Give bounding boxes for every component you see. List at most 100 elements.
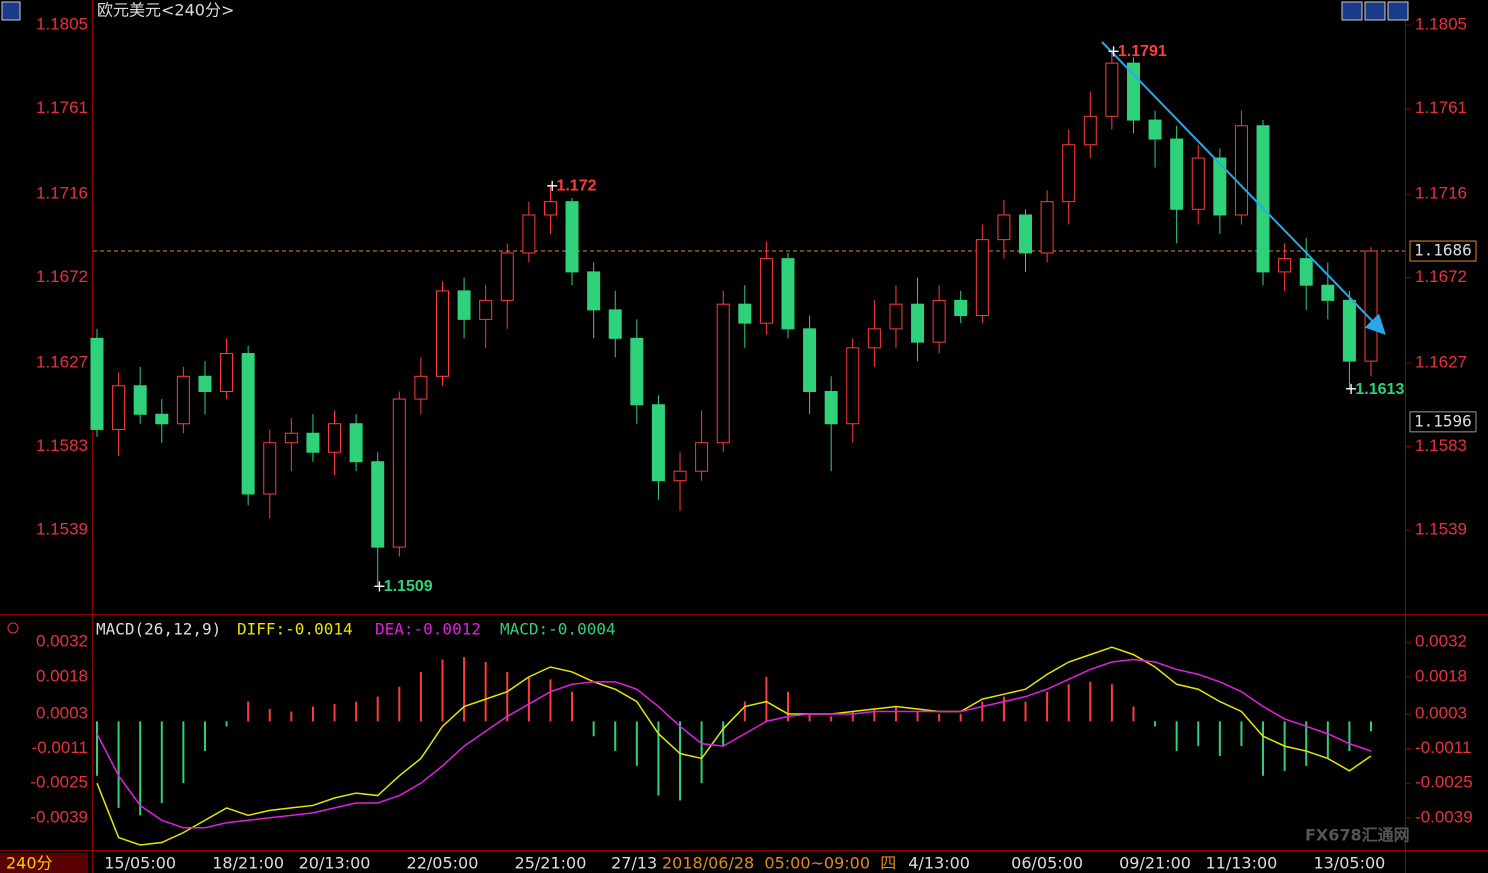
candle-body (220, 353, 234, 392)
x-tick-label: 13/05:00 (1313, 854, 1385, 873)
icon[interactable] (7, 622, 19, 634)
candle-body (630, 337, 644, 406)
candle-body (1191, 157, 1205, 210)
y-tick-label: -0.0039 (1415, 807, 1473, 826)
y-tick-label: 1.1539 (1415, 520, 1467, 539)
candle-body (954, 299, 968, 317)
candle-body (1083, 115, 1097, 146)
macd-label: MACD:-0.0004 (500, 620, 616, 639)
crosshair-box (658, 853, 904, 873)
candle-body (414, 375, 428, 400)
price-tag: 1.1686 (1414, 241, 1472, 260)
candle-body (371, 461, 385, 548)
candle-body (1170, 138, 1184, 210)
candle-body (1234, 125, 1248, 216)
candle-body (803, 328, 817, 392)
period-box[interactable] (0, 853, 88, 873)
price-tag: 1.1596 (1414, 411, 1472, 430)
candle-body (1364, 250, 1378, 362)
candle-body (587, 271, 601, 311)
candle-body (997, 214, 1011, 241)
extreme-label: 1.172 (556, 178, 596, 195)
candle-body (284, 432, 298, 444)
diff-label: DIFF:-0.0014 (237, 620, 353, 639)
candle-body (975, 239, 989, 317)
candle-body (1213, 157, 1227, 216)
y-tick-label: 0.0018 (36, 666, 88, 685)
candle-body (1299, 258, 1313, 286)
icon[interactable] (1341, 1, 1363, 21)
candle-body (1062, 144, 1076, 203)
x-tick-label: 27/13: (611, 854, 663, 873)
candle-body (824, 390, 838, 425)
y-tick-label: 1.1805 (36, 15, 88, 34)
y-tick-label: 1.1539 (36, 520, 88, 539)
y-tick-label: -0.0025 (30, 773, 88, 792)
candle-body (349, 423, 363, 463)
crosshair-label: 2018/06/28 05:00~09:00 四 (662, 854, 896, 873)
candle-body (716, 303, 730, 444)
x-tick-label: 15/05:00 (104, 854, 176, 873)
extreme-marker: + (373, 576, 386, 595)
candle-body (867, 328, 881, 349)
y-tick-label: 0.0003 (36, 703, 88, 722)
candle-body (695, 442, 709, 472)
y-tick-label: 1.1583 (1415, 436, 1467, 455)
y-tick-label: 1.1672 (1415, 267, 1467, 286)
candle-body (1040, 201, 1054, 254)
icon[interactable] (1364, 1, 1386, 21)
extreme-marker: + (1344, 379, 1357, 398)
candle-body (457, 290, 471, 320)
candle-body (932, 299, 946, 343)
candle-body (522, 214, 536, 254)
candle-body (738, 303, 752, 324)
y-tick-label: -0.0011 (1415, 738, 1471, 757)
y-tick-label: 1.1627 (36, 352, 88, 371)
candle-body (155, 413, 169, 425)
trend-line (1101, 41, 1386, 335)
candle-body (479, 299, 493, 320)
extreme-label: 1.1509 (384, 578, 433, 595)
candle-body (759, 258, 773, 324)
macd-line (96, 658, 1372, 829)
x-tick-label: 11/13:00 (1206, 854, 1278, 873)
candle-body (889, 303, 903, 330)
icon[interactable] (1387, 1, 1409, 21)
candle-body (435, 290, 449, 377)
x-tick-label: 4/13:00 (908, 854, 970, 873)
x-tick-label: 22/05:00 (407, 854, 479, 873)
extreme-label: 1.1613 (1355, 381, 1404, 398)
y-tick-label: -0.0025 (1415, 773, 1473, 792)
candle-body (673, 470, 687, 482)
candle-body (911, 303, 925, 343)
candle-body (263, 442, 277, 495)
candle-body (176, 375, 190, 425)
price-tag-box (1409, 240, 1477, 262)
candle-body (133, 385, 147, 415)
candle-body (328, 423, 342, 453)
chart-title: 欧元美元<240分> (97, 1, 234, 20)
y-tick-label: 1.1716 (1415, 184, 1467, 203)
x-tick-label: 25/21:00 (515, 854, 587, 873)
candle-body (1019, 214, 1033, 254)
x-tick-label: 09/21:00 (1119, 854, 1191, 873)
period-label: 240分 (6, 854, 53, 873)
y-tick-label: 1.1761 (1415, 98, 1467, 117)
extreme-marker: + (545, 176, 558, 195)
y-tick-label: 1.1627 (1415, 352, 1467, 371)
candle-body (392, 398, 406, 548)
candle-body (1148, 119, 1162, 140)
candle-body (1278, 258, 1292, 273)
y-tick-label: -0.0011 (32, 738, 88, 757)
candle-body (608, 309, 622, 339)
x-tick-label: 20/13:00 (299, 854, 371, 873)
candle-body (500, 252, 514, 301)
y-tick-label: 1.1583 (36, 436, 88, 455)
extreme-marker: + (1107, 41, 1120, 60)
icon[interactable] (1, 1, 21, 21)
candle-body (543, 201, 557, 216)
candle-body (846, 347, 860, 425)
y-tick-label: 1.1672 (36, 267, 88, 286)
macd-line (96, 646, 1372, 846)
